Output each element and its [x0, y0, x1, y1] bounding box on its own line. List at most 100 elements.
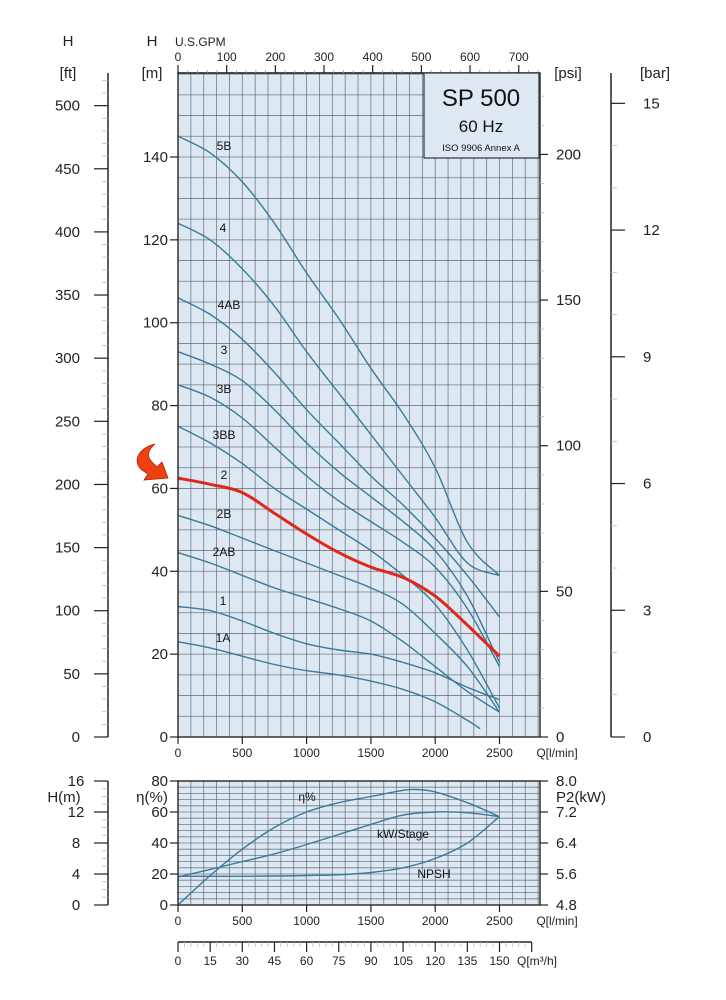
p2-tick-label: 4.8 — [556, 897, 577, 914]
curve-label-3bb: 3BB — [213, 428, 236, 442]
h-m-tick-label: 20 — [151, 646, 168, 663]
gpm-tick-label: 600 — [460, 50, 480, 64]
sub-q-tick-label: 0 — [175, 914, 182, 928]
title-box: SP 500 60 Hz ISO 9906 Annex A — [423, 72, 540, 159]
q-tick-label: 500 — [232, 746, 252, 760]
standard-label: ISO 9906 Annex A — [442, 143, 520, 154]
h-m-tick-label: 60 — [151, 480, 168, 497]
model-title: SP 500 — [442, 85, 520, 112]
bar-tick-label: 0 — [643, 729, 651, 746]
sub-q-axis-label: Q[l/min] — [536, 914, 577, 928]
bar-tick-label: 12 — [643, 222, 660, 239]
bar-tick-label: 15 — [643, 95, 660, 112]
p2-tick-label: 5.6 — [556, 866, 577, 883]
q-axis-label: Q[l/min] — [536, 746, 577, 760]
gpm-tick-label: 500 — [411, 50, 431, 64]
efficiency-chart: η% kW/Stage NPSH 0 20 40 60 80η(%) 0 4 8 12 16H(m) 4… — [47, 773, 606, 968]
bar-tick-label: 3 — [643, 602, 651, 619]
h-ft-tick-label: 0 — [72, 729, 80, 746]
head-curve-2b — [177, 514, 501, 713]
h-m-tick-label: 0 — [160, 729, 168, 746]
curve-label-2: 2 — [221, 468, 228, 482]
curve-label-kw-stage: kW/Stage — [377, 827, 429, 841]
bar-axis-unit: [bar] — [640, 65, 670, 82]
m3h-tick-label: 60 — [300, 954, 314, 968]
h-m-tick-label: 100 — [143, 315, 168, 332]
head-curve-5b — [177, 135, 500, 576]
sub-q-tick-label: 1000 — [293, 914, 320, 928]
head-curve-1a — [177, 641, 481, 730]
curve-kw-stage — [177, 811, 500, 878]
head-curve-3bb — [177, 425, 501, 709]
h-ft-tick-label: 400 — [55, 224, 80, 241]
h-ft-tick-label: 500 — [55, 98, 80, 115]
curve- — [177, 788, 500, 906]
npsh-tick-label: 0 — [72, 897, 80, 914]
main-plot-area — [178, 73, 540, 737]
h-ft-tick-label: 100 — [55, 603, 80, 620]
npsh-tick-label: 16 — [68, 773, 85, 790]
psi-tick-label: 100 — [556, 438, 581, 455]
head-curve-3b — [177, 384, 501, 667]
sub-axes: 0 20 40 60 80η(%) 0 4 8 12 16H(m) 4.8 5.6 6.4 7.2 8.0P… — [47, 773, 606, 968]
m3h-tick-label: 120 — [425, 954, 445, 968]
curve-label-2b: 2B — [217, 507, 232, 521]
curve-label-3: 3 — [221, 343, 228, 357]
eta-tick-label: 80 — [151, 773, 168, 790]
eta-tick-label: 40 — [151, 835, 168, 852]
curved-arrow-icon — [136, 443, 169, 481]
m3h-tick-label: 30 — [236, 954, 250, 968]
sub-grid — [178, 781, 540, 905]
curve-label-npsh: NPSH — [417, 867, 450, 881]
main-grid — [178, 73, 540, 737]
h-m-tick-label: 140 — [143, 149, 168, 166]
curve-label-4: 4 — [220, 221, 227, 235]
gpm-tick-label: 200 — [265, 50, 285, 64]
curve-label-5b: 5B — [217, 139, 232, 153]
gpm-tick-label: 700 — [509, 50, 529, 64]
h-ft-axis-unit: [ft] — [60, 65, 77, 82]
psi-tick-label: 150 — [556, 292, 581, 309]
curve-label-2ab: 2AB — [213, 545, 236, 559]
h-ft-tick-label: 50 — [63, 666, 80, 683]
psi-tick-label: 200 — [556, 146, 581, 163]
h-m-axis-unit: [m] — [142, 65, 163, 82]
npsh-tick-label: 4 — [72, 866, 80, 883]
curve-label-1: 1 — [220, 594, 227, 608]
curve-label-3b: 3B — [217, 382, 232, 396]
sub-q-tick-label: 2500 — [486, 914, 513, 928]
npsh-axis-label: H(m) — [47, 789, 80, 806]
q-tick-label: 1500 — [358, 746, 385, 760]
sub-q-tick-label: 2000 — [422, 914, 449, 928]
head-curve-3 — [177, 351, 501, 663]
psi-tick-label: 0 — [556, 729, 564, 746]
h-ft-tick-label: 350 — [55, 287, 80, 304]
q-tick-label: 0 — [175, 746, 182, 760]
title-box-frame — [423, 72, 540, 159]
head-curve-2 — [177, 476, 501, 658]
curve-label-eta: η% — [298, 790, 316, 804]
gpm-tick-label: 100 — [217, 50, 237, 64]
eta-tick-label: 60 — [151, 804, 168, 821]
q-tick-label: 2000 — [422, 746, 449, 760]
sub-q-tick-label: 500 — [232, 914, 252, 928]
p2-tick-label: 7.2 — [556, 804, 577, 821]
gpm-axis-label: U.S.GPM — [175, 35, 226, 49]
m3h-axis-label: Q[m³/h] — [517, 954, 557, 968]
curve-label-1a: 1A — [216, 631, 231, 645]
p2-tick-label: 8.0 — [556, 773, 577, 790]
efficiency-curve-labels: η% kW/Stage NPSH — [298, 790, 450, 881]
h-ft-tick-label: 450 — [55, 161, 80, 178]
eta-tick-label: 0 — [160, 897, 168, 914]
h-ft-tick-label: 300 — [55, 350, 80, 367]
m3h-tick-label: 105 — [393, 954, 413, 968]
p2-axis-label: P2(kW) — [556, 789, 606, 806]
head-curve-2ab — [177, 551, 500, 713]
psi-tick-label: 50 — [556, 583, 573, 600]
m3h-tick-label: 0 — [175, 954, 182, 968]
q-tick-label: 1000 — [293, 746, 320, 760]
efficiency-curves — [177, 788, 500, 906]
npsh-tick-label: 8 — [72, 835, 80, 852]
gpm-tick-label: 0 — [175, 50, 182, 64]
